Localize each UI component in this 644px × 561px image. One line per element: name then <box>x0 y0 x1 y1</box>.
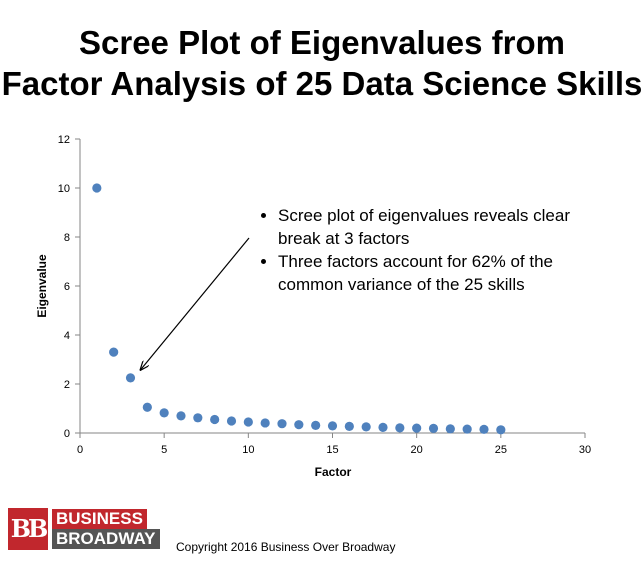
scree-plot: 0 5 10 15 20 25 30 0 2 4 6 8 10 12 Factor Eigenvalue <box>35 134 591 479</box>
data-point <box>92 183 102 193</box>
data-point <box>176 411 186 421</box>
y-tick-label: 8 <box>64 232 70 244</box>
y-axis-label: Eigenvalue <box>35 254 49 318</box>
logo-line-2: BROADWAY <box>52 529 160 549</box>
y-tick-label: 10 <box>58 183 70 195</box>
data-point <box>243 417 253 427</box>
y-tick-label: 6 <box>64 281 70 293</box>
x-tick-label: 0 <box>77 444 83 456</box>
data-point <box>277 419 287 429</box>
data-point <box>428 423 439 433</box>
data-point <box>210 414 220 425</box>
data-point <box>344 421 354 431</box>
chart-title: Scree Plot of Eigenvalues from Factor An… <box>0 22 644 104</box>
logo-mark: BB <box>8 508 48 550</box>
chart-title-line-1: Scree Plot of Eigenvalues from <box>79 24 565 61</box>
y-tick-label: 4 <box>64 330 70 342</box>
data-point <box>327 421 338 431</box>
x-tick-label: 20 <box>411 444 423 456</box>
data-point <box>462 424 472 434</box>
annotation-bullet-2: Three factors account for 62% of the com… <box>278 251 578 296</box>
data-point <box>395 423 405 433</box>
data-point <box>294 420 304 430</box>
x-tick-label: 25 <box>495 444 507 456</box>
logo-line-1: BUSINESS <box>52 509 147 529</box>
copyright-text: Copyright 2016 Business Over Broadway <box>176 540 396 554</box>
data-point <box>361 422 371 432</box>
data-point <box>378 422 388 432</box>
data-point <box>260 418 270 428</box>
x-tick-label: 30 <box>579 444 591 456</box>
data-point <box>125 373 136 383</box>
data-point <box>109 347 119 357</box>
data-point <box>226 416 237 426</box>
x-tick-label: 15 <box>326 444 338 456</box>
data-point <box>479 424 489 434</box>
x-axis-label: Factor <box>315 465 352 479</box>
annotation-arrow <box>141 237 250 370</box>
data-point <box>496 425 506 435</box>
data-point <box>445 424 455 434</box>
data-point <box>412 423 422 433</box>
y-tick-label: 12 <box>58 134 70 146</box>
x-tick-label: 10 <box>242 444 254 456</box>
chart-title-line-2: Factor Analysis of 25 Data Science Skill… <box>1 65 643 102</box>
x-tick-label: 5 <box>161 444 167 456</box>
data-point <box>193 413 203 423</box>
data-point <box>159 408 169 418</box>
y-tick-label: 2 <box>64 379 70 391</box>
annotation-bullet-1: Scree plot of eigenvalues reveals clear … <box>278 205 578 250</box>
y-tick-label: 0 <box>64 428 70 440</box>
annotation-text: Scree plot of eigenvalues reveals clear … <box>258 205 578 297</box>
business-broadway-logo: BB BUSINESS BROADWAY <box>8 508 166 550</box>
data-point <box>142 402 152 412</box>
data-point <box>311 420 321 431</box>
